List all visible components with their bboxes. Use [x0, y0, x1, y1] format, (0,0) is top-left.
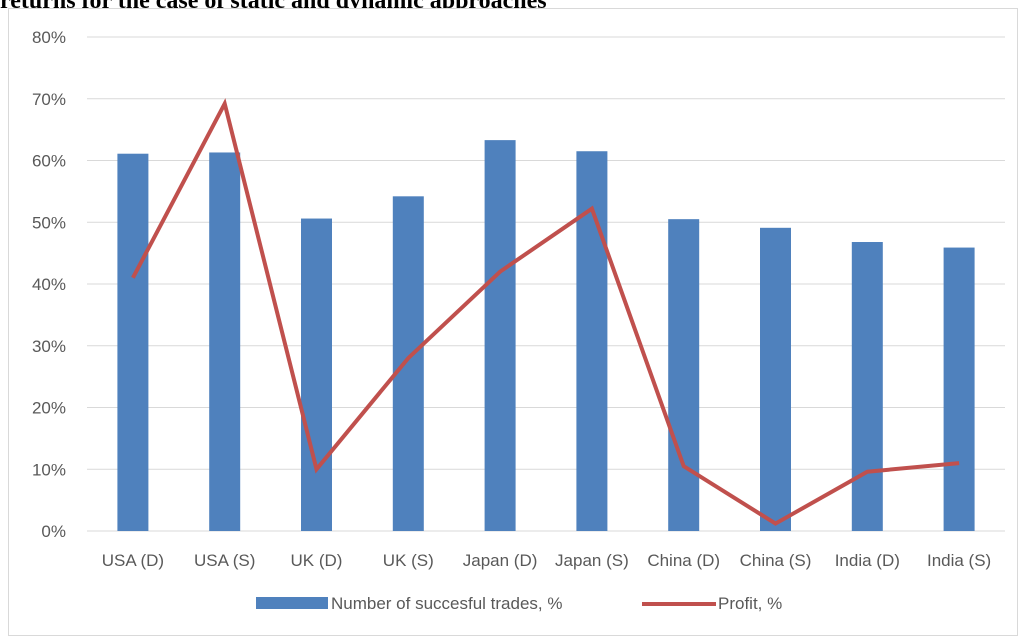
bar: [851, 242, 883, 531]
bar: [760, 227, 791, 531]
bar: [484, 140, 516, 531]
x-tick-label: Japan (D): [463, 551, 538, 570]
x-axis-ticks: USA (D) USA (S) UK (D) UK (S) Japan (D) Japan…: [102, 551, 991, 570]
legend: Number of succesful trades, % Profit, %: [256, 594, 782, 613]
y-tick-label: 80%: [32, 28, 66, 47]
y-tick-label: 20%: [32, 399, 66, 418]
bar: [301, 218, 332, 532]
x-tick-label: UK (S): [383, 551, 434, 570]
x-tick-label: China (D): [647, 551, 720, 570]
profit-line: [131, 98, 960, 526]
x-tick-label: Japan (S): [555, 551, 629, 570]
x-tick-label: USA (S): [194, 551, 255, 570]
y-tick-label: 30%: [32, 337, 66, 356]
bar: [668, 219, 700, 531]
x-tick-label: India (D): [835, 551, 900, 570]
x-tick-label: China (S): [740, 551, 812, 570]
y-tick-label: 10%: [32, 460, 66, 479]
y-tick-label: 40%: [32, 275, 66, 294]
y-tick-label: 70%: [32, 90, 66, 109]
y-axis-ticks: 0% 10% 20% 30% 40% 50% 60% 70% 80%: [32, 28, 66, 541]
legend-label-bar: Number of succesful trades, %: [331, 594, 562, 613]
line-series: [131, 98, 960, 526]
y-tick-label: 0%: [41, 522, 66, 541]
legend-swatch-bar: [256, 597, 328, 609]
bar: [943, 247, 975, 531]
y-tick-label: 60%: [32, 152, 66, 171]
bar: [392, 196, 424, 531]
x-tick-label: USA (D): [102, 551, 164, 570]
y-tick-label: 50%: [32, 213, 66, 232]
x-tick-label: India (S): [927, 551, 991, 570]
x-tick-label: UK (D): [291, 551, 343, 570]
bar: [117, 153, 149, 531]
bar: [209, 152, 241, 531]
legend-label-line: Profit, %: [718, 594, 782, 613]
bar-series: [117, 140, 975, 532]
